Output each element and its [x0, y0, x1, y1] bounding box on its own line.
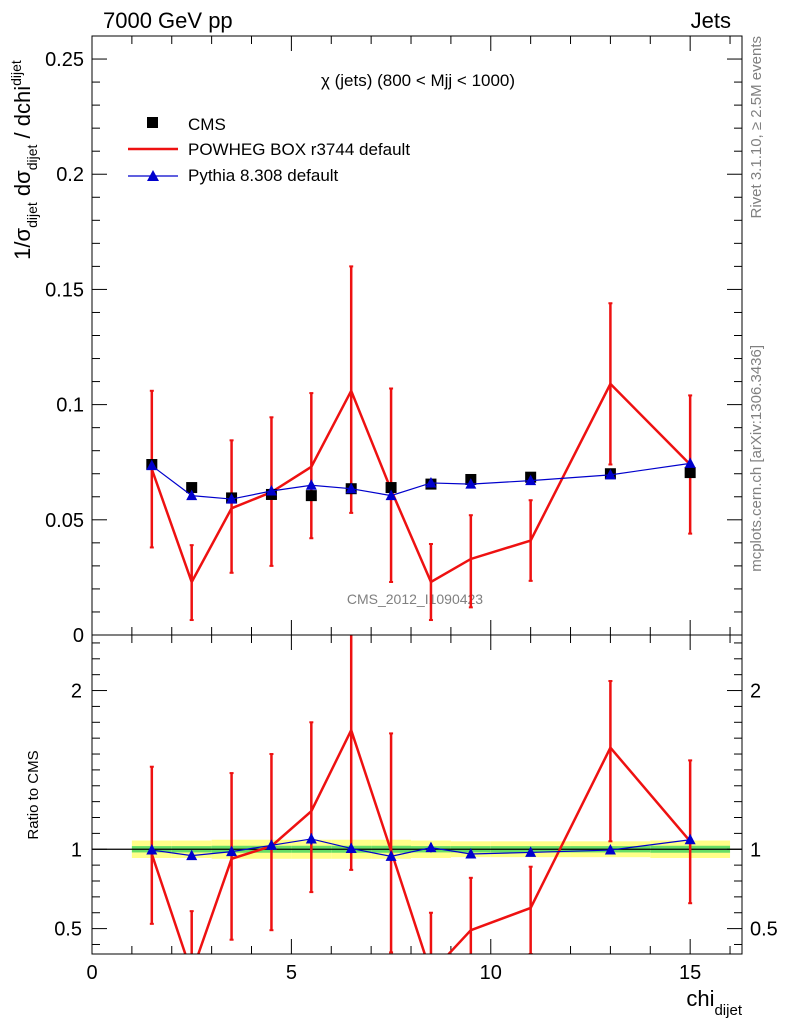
mcplots-label: mcplots.cern.ch [arXiv:1306.3436] — [748, 345, 765, 572]
ratio-y-tick-label-right: 0.5 — [750, 919, 778, 941]
ratio-pythia-point — [345, 842, 357, 853]
x-tick-label: 10 — [480, 962, 502, 984]
pythia-point — [186, 489, 198, 501]
ratio-pythia-point — [385, 850, 397, 861]
ratio-axis-ticks: 0.5 0.5 1 1 2 2 0 5 10 15 — [54, 635, 778, 984]
pythia-point — [305, 479, 317, 490]
ratio-pythia-point — [265, 839, 277, 850]
pythia-line — [151, 462, 691, 500]
ratio-y-tick-label: 2 — [71, 681, 82, 703]
main-axis-ticks: 0 0.05 0.1 0.15 0.2 0.25 — [45, 36, 742, 647]
analysis-watermark: CMS_2012_I1090423 — [347, 591, 483, 607]
legend-cms-label: CMS — [188, 115, 226, 134]
main-y-axis-label: 1/σdijet dσdijet / dchidijet — [8, 60, 40, 260]
x-tick-label: 15 — [679, 962, 701, 984]
main-y-tick-label: 0.1 — [56, 395, 84, 417]
x-tick-label: 0 — [86, 962, 97, 984]
ratio-pythia-point — [226, 845, 238, 857]
ratio-pythia-point — [684, 833, 696, 845]
ratio-powheg-line — [150, 726, 692, 954]
ratio-pythia-point — [305, 832, 317, 844]
x-tick-label: 5 — [286, 962, 297, 984]
pythia-point — [465, 478, 477, 489]
rivet-label: Rivet 3.1.10, ≥ 2.5M events — [748, 36, 765, 219]
pythia-point — [226, 493, 238, 504]
ratio-pythia-line — [151, 838, 691, 858]
header-left: 7000 GeV pp — [103, 8, 233, 33]
ratio-pythia-point — [525, 846, 537, 857]
ratio-y-axis-label: Ratio to CMS — [25, 750, 42, 839]
legend: CMS POWHEG BOX r3744 default Pythia 8.30… — [128, 115, 410, 185]
x-axis-label: chidijet — [686, 986, 742, 1019]
pythia-point — [265, 485, 277, 496]
main-y-tick-label: 0.05 — [45, 510, 84, 532]
header-right: Jets — [691, 8, 731, 33]
pythia-point — [345, 482, 357, 494]
ratio-pythia-point — [146, 844, 158, 855]
pythia-point — [525, 474, 537, 486]
legend-cms-marker — [147, 117, 158, 128]
legend-powheg-label: POWHEG BOX r3744 default — [188, 140, 410, 159]
pythia-point — [425, 476, 437, 488]
ratio-y-tick-label-right: 1 — [750, 839, 761, 861]
plot-title: χ (jets) (800 < Mjj < 1000) — [321, 71, 515, 90]
pythia-point — [385, 489, 397, 501]
pythia-point — [604, 468, 616, 480]
legend-pythia-marker — [147, 170, 159, 181]
ratio-pythia-point — [186, 849, 198, 861]
powheg-line — [150, 381, 692, 586]
ratio-frame — [91, 634, 743, 955]
main-y-tick-label: 0.25 — [45, 49, 84, 71]
ratio-y-tick-label: 0.5 — [54, 919, 82, 941]
ratio-pythia-point — [465, 848, 477, 859]
main-y-tick-label: 0.15 — [45, 279, 84, 301]
legend-pythia-label: Pythia 8.308 default — [188, 166, 339, 185]
main-y-tick-label: 0 — [73, 625, 84, 647]
ratio-y-tick-label: 1 — [71, 839, 82, 861]
main-y-tick-label: 0.2 — [56, 164, 84, 186]
ratio-plot-area — [146, 635, 696, 954]
main-plot-area — [146, 265, 696, 622]
ratio-pythia-point — [425, 841, 437, 853]
ratio-pythia-point — [604, 844, 616, 855]
pythia-point — [684, 457, 696, 468]
pythia-point — [146, 459, 158, 471]
ratio-y-tick-label-right: 2 — [750, 681, 761, 703]
